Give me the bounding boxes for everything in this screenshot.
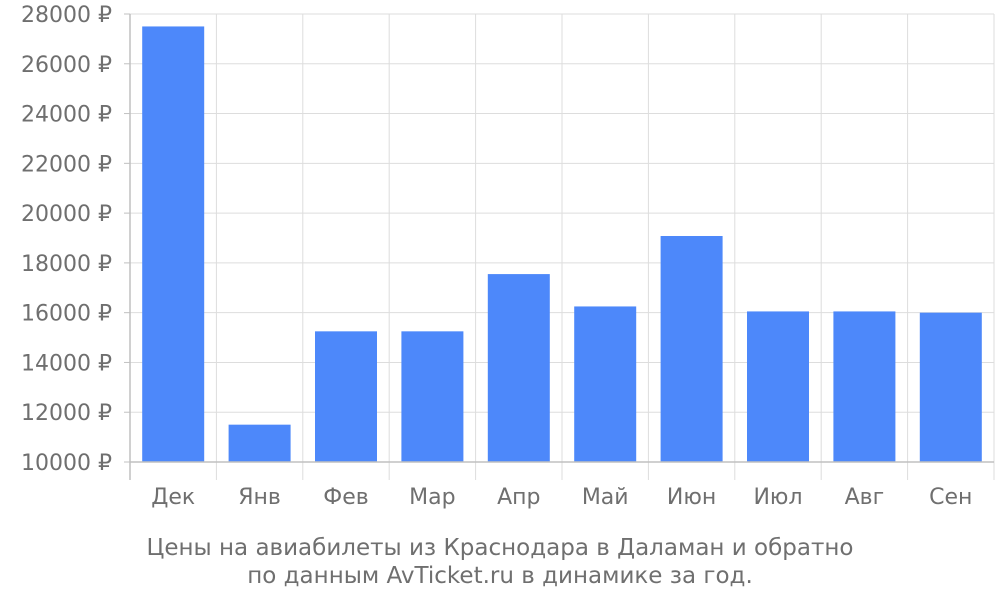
bars — [142, 26, 982, 462]
bar-1 — [142, 26, 205, 462]
y-tick-label: 22000 ₽ — [21, 152, 112, 177]
y-tick-label: 12000 ₽ — [21, 401, 112, 426]
bar-10 — [919, 312, 982, 462]
chart-caption-line-2: по данным AvTicket.ru в динамике за год. — [247, 563, 753, 589]
y-tick-label: 28000 ₽ — [21, 3, 112, 28]
y-tick-label: 16000 ₽ — [21, 302, 112, 327]
x-tick-label: Июн — [667, 485, 716, 510]
x-tick-label: Янв — [238, 485, 281, 510]
bar-4 — [401, 331, 464, 462]
bar-7 — [660, 236, 723, 462]
y-tick-label: 20000 ₽ — [21, 202, 112, 227]
y-tick-label: 10000 ₽ — [21, 451, 112, 476]
bar-2 — [228, 424, 291, 462]
y-tick-label: 24000 ₽ — [21, 103, 112, 128]
bar-3 — [315, 331, 377, 462]
y-tick-label: 18000 ₽ — [21, 252, 112, 277]
y-tick-label: 26000 ₽ — [21, 53, 112, 78]
x-tick-label: Апр — [497, 485, 540, 510]
price-bar-chart: 10000 ₽ 12000 ₽ 14000 ₽ 16000 ₽ 18000 ₽ 20000… — [21, 3, 995, 510]
x-tick-labels: Дек Янв Фев Мар Апр Май Июн Июл Авг Сен — [151, 485, 972, 510]
chart-caption-line-1: Цены на авиабилеты из Краснодара в Далам… — [146, 535, 854, 561]
x-tick-label: Сен — [929, 485, 972, 510]
axes — [124, 13, 994, 480]
y-tick-labels: 10000 ₽ 12000 ₽ 14000 ₽ 16000 ₽ 18000 ₽ 20000… — [21, 3, 112, 476]
x-tick-label: Июл — [753, 485, 802, 510]
x-tick-label: Авг — [845, 485, 885, 510]
x-tick-label: Мар — [409, 485, 455, 510]
bar-5 — [487, 274, 550, 462]
y-tick-label: 14000 ₽ — [21, 351, 112, 376]
bar-8 — [747, 311, 809, 462]
x-tick-label: Дек — [151, 485, 195, 510]
x-tick-label: Май — [582, 485, 629, 510]
bar-6 — [574, 306, 637, 462]
bar-9 — [833, 311, 896, 462]
x-tick-label: Фев — [323, 485, 368, 510]
